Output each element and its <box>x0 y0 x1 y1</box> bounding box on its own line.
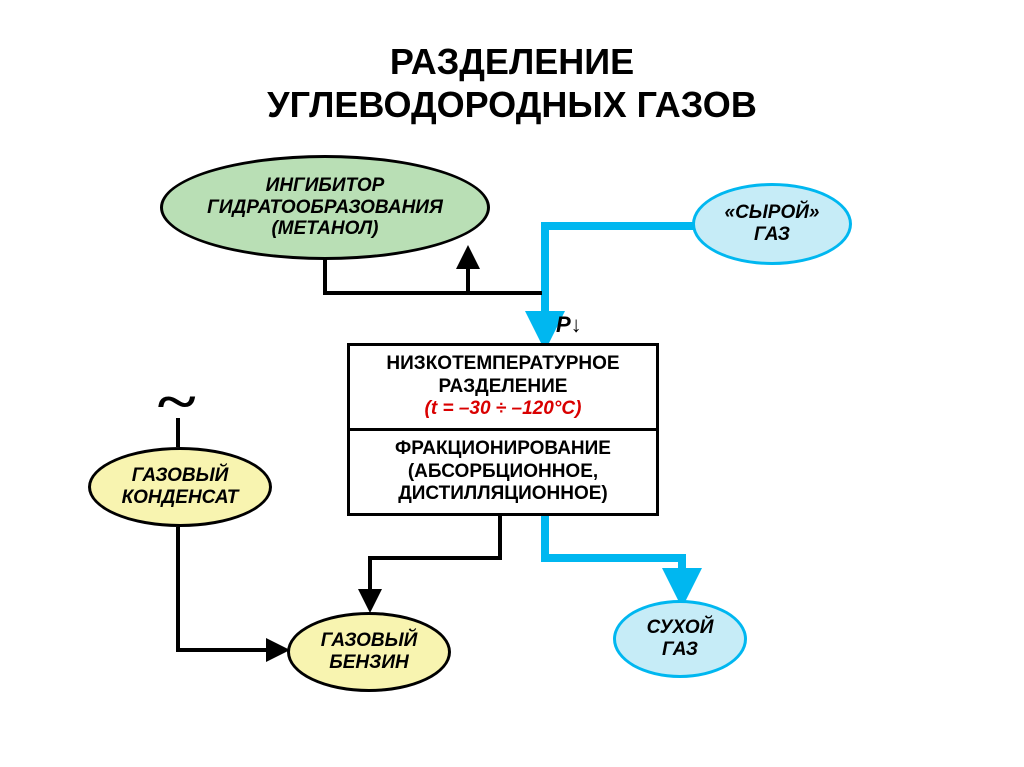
gas-petrol-line1: ГАЗОВЫЙ <box>321 630 418 651</box>
raw-gas-line2: ГАЗ <box>754 224 790 245</box>
node-raw-gas: «СЫРОЙ» ГАЗ <box>692 183 852 265</box>
inhibitor-line3: (МЕТАНОЛ) <box>271 218 378 239</box>
dry-gas-line1: СУХОЙ <box>647 617 714 638</box>
pressure-drop-label: P↓ <box>556 312 582 338</box>
gas-cond-line1: ГАЗОВЫЙ <box>132 465 229 486</box>
node-gas-condensate: ГАЗОВЫЙ КОНДЕНСАТ <box>88 447 272 527</box>
node-dry-gas: СУХОЙ ГАЗ <box>613 600 747 678</box>
inhibitor-line2: ГИДРАТООБРАЗОВАНИЯ <box>207 197 443 218</box>
node-fractionation: ФРАКЦИОНИРОВАНИЕ (АБСОРБЦИОННОЕ, ДИСТИЛЛ… <box>347 428 659 516</box>
title-line-1: РАЗДЕЛЕНИЕ <box>390 41 634 82</box>
lowtemp-line1: НИЗКОТЕМПЕРАТУРНОЕ <box>386 353 619 374</box>
pressure-label-text: P↓ <box>556 312 582 337</box>
dry-gas-line2: ГАЗ <box>662 639 698 660</box>
raw-gas-line1: «СЫРОЙ» <box>725 202 820 223</box>
diagram-title: РАЗДЕЛЕНИЕ УГЛЕВОДОРОДНЫХ ГАЗОВ <box>0 40 1024 126</box>
node-inhibitor: ИНГИБИТОР ГИДРАТООБРАЗОВАНИЯ (МЕТАНОЛ) <box>160 155 490 260</box>
fraction-line2: (АБСОРБЦИОННОЕ, <box>408 461 598 482</box>
lowtemp-line3-suffix: = –30 ÷ –120°С) <box>437 398 581 419</box>
fraction-line3: ДИСТИЛЛЯЦИОННОЕ) <box>398 483 608 504</box>
inhibitor-line1: ИНГИБИТОР <box>266 175 385 196</box>
lowtemp-line2: РАЗДЕЛЕНИЕ <box>439 376 568 397</box>
gas-petrol-line2: БЕНЗИН <box>329 652 408 673</box>
tilde-icon: ~ <box>155 370 196 434</box>
gas-cond-line2: КОНДЕНСАТ <box>122 487 239 508</box>
fraction-line1: ФРАКЦИОНИРОВАНИЕ <box>395 438 611 459</box>
title-line-2: УГЛЕВОДОРОДНЫХ ГАЗОВ <box>267 84 757 125</box>
node-gas-petrol: ГАЗОВЫЙ БЕНЗИН <box>287 612 451 692</box>
node-low-temp-separation: НИЗКОТЕМПЕРАТУРНОЕ РАЗДЕЛЕНИЕ (t = –30 ÷… <box>347 343 659 431</box>
